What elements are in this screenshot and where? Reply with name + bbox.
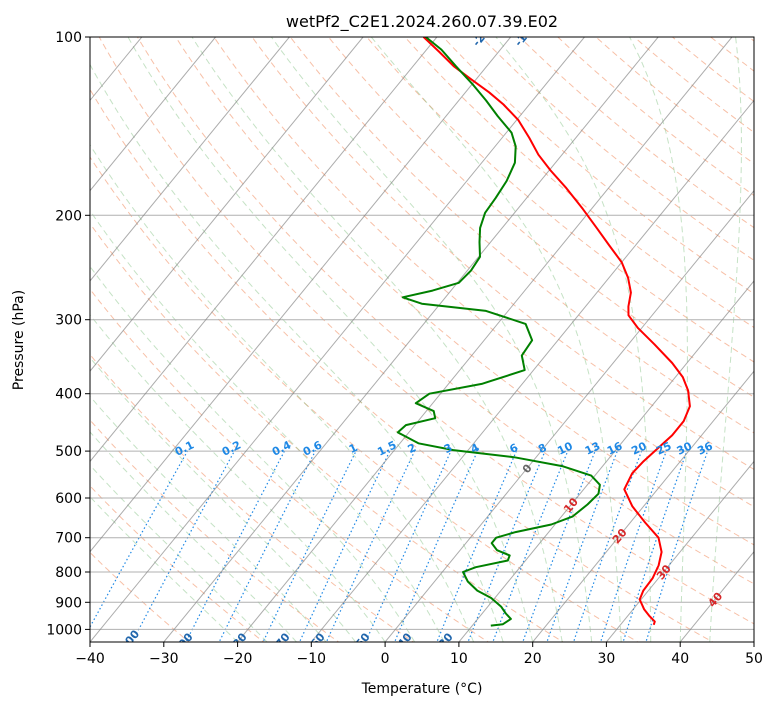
isotherm-line xyxy=(606,460,754,642)
moist-adiabat xyxy=(191,37,563,642)
mixing-ratio-line xyxy=(522,448,597,642)
x-tick-label: 0 xyxy=(381,651,390,667)
y-axis-label: Pressure (hPa) xyxy=(11,290,27,390)
isotherm-label: -50 xyxy=(350,630,373,654)
isotherm-line xyxy=(90,37,512,553)
mixing-ratio-label: 16 xyxy=(605,439,625,458)
moist-adiabat xyxy=(90,63,504,642)
x-tick-label: −40 xyxy=(75,651,105,667)
isotherm-line xyxy=(310,99,754,642)
mixing-ratio-line xyxy=(622,448,689,642)
mixing-ratio-label: 30 xyxy=(675,439,695,458)
y-tick-label: 200 xyxy=(55,208,82,224)
y-tick-label: 1000 xyxy=(46,622,82,638)
profiles xyxy=(396,37,691,627)
dry-adiabat xyxy=(442,37,754,295)
moist-adiabat xyxy=(709,37,742,642)
x-tick-label: −20 xyxy=(223,651,253,667)
dry-adiabat xyxy=(98,37,754,625)
y-tick-label: 500 xyxy=(55,444,82,460)
isotherm-line xyxy=(532,370,754,642)
mixing-ratio-label: 10 xyxy=(555,439,575,458)
isotherm-line xyxy=(384,189,754,642)
x-axis: −40 −30 −20 −10 0 10 20 30 40 50 xyxy=(75,642,763,667)
moist-adiabat xyxy=(90,464,268,642)
mixing-ratio-label: 36 xyxy=(695,439,715,458)
mixing-ratio-line xyxy=(546,448,619,642)
dry-adiabat xyxy=(90,485,265,642)
isotherm-label: -40 xyxy=(392,630,415,654)
mixing-ratio-line xyxy=(365,448,453,642)
y-tick-label: 900 xyxy=(55,595,82,611)
dry-adiabat xyxy=(90,222,564,642)
isotherm-line xyxy=(458,280,754,642)
y-tick-label: 300 xyxy=(55,313,82,329)
moist-adiabat xyxy=(90,265,416,642)
y-tick-label: 100 xyxy=(55,30,82,46)
mixing-ratio-label: 13 xyxy=(583,439,602,457)
moist-adiabat xyxy=(629,37,688,642)
horizontal-gridlines xyxy=(90,37,754,630)
mixing-ratio-line xyxy=(90,448,190,629)
moist-adiabat xyxy=(270,37,593,642)
mixing-ratio-line xyxy=(185,448,287,642)
isotherm-line xyxy=(90,37,290,282)
moist-adiabat xyxy=(127,37,534,642)
dewpoint-profile xyxy=(396,37,601,627)
moist-adiabat xyxy=(90,143,475,642)
isotherm-line xyxy=(237,37,733,642)
y-tick-label: 700 xyxy=(55,531,82,547)
x-tick-label: 10 xyxy=(450,651,468,667)
isotherm-label: -90 xyxy=(173,630,196,654)
moist-adiabat xyxy=(90,209,445,642)
moist-adiabat xyxy=(90,313,386,642)
x-tick-label: −30 xyxy=(149,651,179,667)
isotherm-line xyxy=(90,37,364,372)
x-tick-label: 30 xyxy=(597,651,615,667)
mixing-ratio-line xyxy=(599,448,668,642)
chart-title: wetPf2_C2E1.2024.260.07.39.E02 xyxy=(286,12,558,32)
y-tick-label: 800 xyxy=(55,565,82,581)
mixing-ratio-line xyxy=(262,448,358,642)
moist-adiabat xyxy=(90,356,356,642)
moist-adiabat xyxy=(370,37,622,642)
plot-area: 0.10.20.40.611.52346810131620253036-100-… xyxy=(90,37,754,654)
isotherm-label: -60 xyxy=(305,630,328,654)
annotations: 0.10.20.40.611.52346810131620253036-100-… xyxy=(115,37,726,654)
isotherm-label: -30 xyxy=(433,630,456,654)
dry-adiabat xyxy=(175,37,754,546)
plot-frame xyxy=(89,36,755,643)
mixing-ratio-line xyxy=(218,448,318,642)
temperature-profile xyxy=(422,37,691,626)
dry-adiabat xyxy=(251,37,754,470)
y-axis: 100 200 300 400 500 600 700 800 900 1000 xyxy=(46,30,90,638)
dry-adiabat xyxy=(213,37,754,508)
mixing-ratio-label: 20 xyxy=(629,439,649,458)
dry-adiabat xyxy=(136,37,754,585)
mixing-ratio-label: 25 xyxy=(654,439,673,457)
x-tick-label: 20 xyxy=(524,651,542,667)
isotherm-label: -80 xyxy=(227,630,250,654)
moist-adiabat xyxy=(495,37,652,642)
isotherm-line xyxy=(90,37,585,642)
isotherm-label: -70 xyxy=(270,630,293,654)
mixing-ratio-line xyxy=(393,448,480,642)
x-tick-label: 50 xyxy=(745,651,763,667)
x-tick-label: 40 xyxy=(671,651,689,667)
x-axis-label: Temperature (°C) xyxy=(361,681,483,697)
dry-adiabat xyxy=(289,37,754,434)
isotherm-line xyxy=(90,37,216,192)
moist-adiabat xyxy=(90,496,238,642)
isotherm-line xyxy=(90,37,438,463)
y-tick-label: 600 xyxy=(55,491,82,507)
y-tick-label: 400 xyxy=(55,387,82,403)
isotherm-lines xyxy=(90,37,754,642)
isotherm-line xyxy=(163,37,659,642)
x-tick-label: −10 xyxy=(297,651,327,667)
